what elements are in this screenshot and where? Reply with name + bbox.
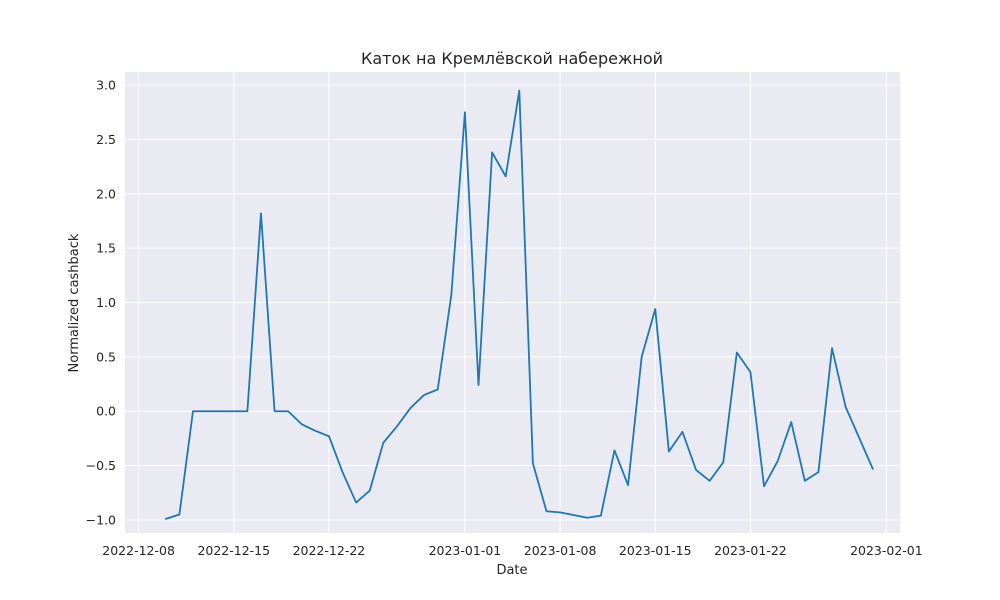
y-tick-label: 1.5 xyxy=(96,241,116,256)
x-tick-label: 2022-12-22 xyxy=(293,543,366,558)
x-tick-label: 2023-02-01 xyxy=(850,543,923,558)
x-tick-label: 2022-12-15 xyxy=(197,543,270,558)
x-tick-label: 2023-01-01 xyxy=(429,543,502,558)
x-tick-label: 2023-01-15 xyxy=(619,543,692,558)
y-tick-label: 0.0 xyxy=(96,404,116,419)
x-axis-label: Date xyxy=(496,563,527,578)
grid xyxy=(125,72,900,533)
y-tick-label: −0.5 xyxy=(86,458,116,473)
series-line xyxy=(164,89,874,520)
y-tick-label: 2.0 xyxy=(96,186,116,201)
x-tick-label: 2022-12-08 xyxy=(102,543,175,558)
x-tick-label: 2023-01-08 xyxy=(524,543,597,558)
chart-title: Каток на Кремлёвской набережной xyxy=(361,49,663,68)
y-tick-label: 2.5 xyxy=(96,132,116,147)
y-tick-label: 0.5 xyxy=(96,349,116,364)
x-tick-label: 2023-01-22 xyxy=(714,543,787,558)
series-layer xyxy=(164,89,874,520)
y-tick-label: 1.0 xyxy=(96,295,116,310)
y-tick-label: −1.0 xyxy=(86,512,116,527)
y-tick-label: 3.0 xyxy=(96,78,116,93)
tick-labels: 2022-12-08 2022-12-15 2022-12-22 2023-01-01… xyxy=(86,78,923,558)
y-axis-label: Normalized cashback xyxy=(67,233,82,372)
